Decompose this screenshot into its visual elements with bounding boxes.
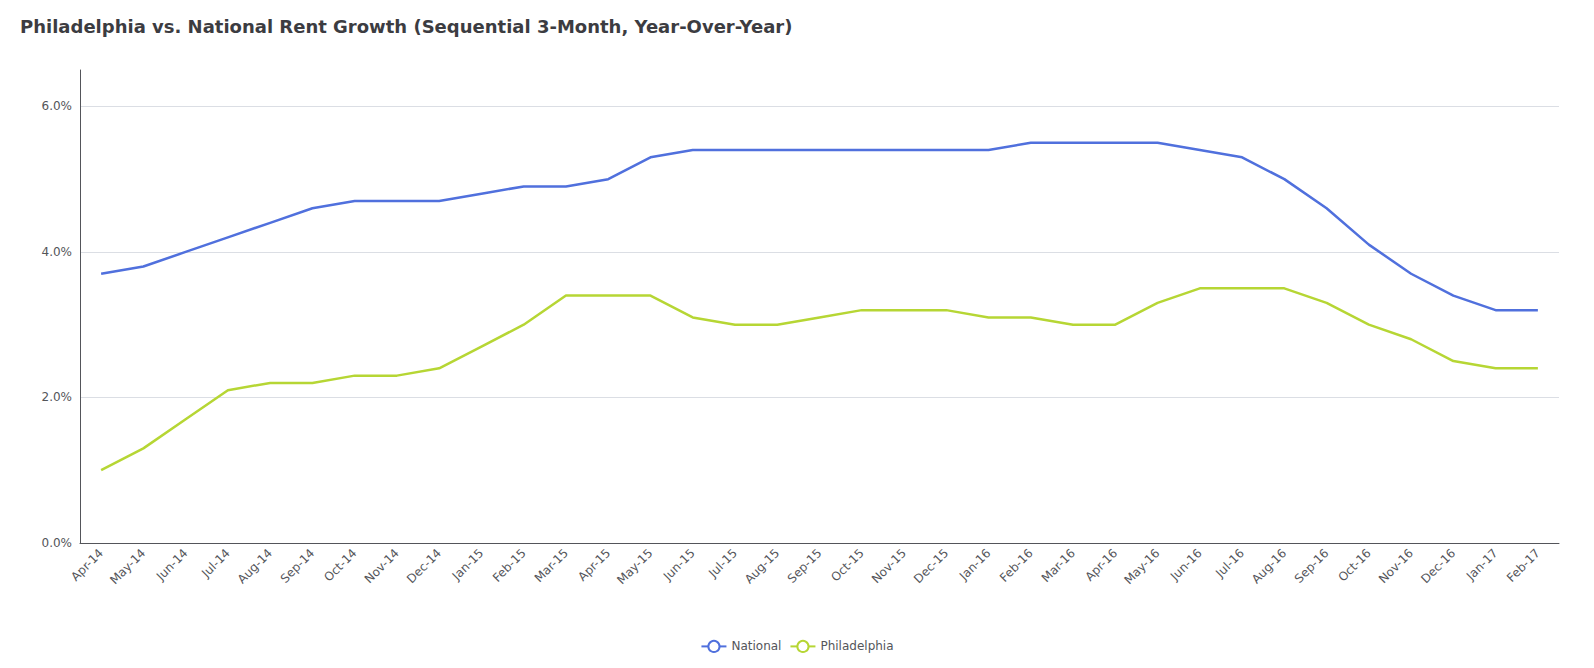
svg-text:Jul-16: Jul-16 (1212, 546, 1247, 581)
svg-text:Sep-15: Sep-15 (785, 546, 825, 586)
svg-text:Oct-15: Oct-15 (828, 546, 866, 584)
svg-text:Feb-15: Feb-15 (490, 546, 529, 585)
svg-text:Aug-14: Aug-14 (235, 546, 275, 586)
svg-text:Aug-16: Aug-16 (1249, 546, 1289, 586)
svg-text:May-16: May-16 (1121, 546, 1162, 587)
svg-text:National: National (731, 639, 781, 653)
svg-text:Jan-17: Jan-17 (1463, 546, 1501, 584)
svg-text:May-15: May-15 (614, 546, 655, 587)
svg-text:Feb-16: Feb-16 (997, 546, 1036, 585)
svg-text:Nov-16: Nov-16 (1376, 546, 1416, 586)
svg-text:Mar-16: Mar-16 (1039, 546, 1078, 585)
svg-text:Dec-14: Dec-14 (404, 546, 444, 586)
svg-text:Feb-17: Feb-17 (1504, 546, 1543, 585)
svg-text:Nov-14: Nov-14 (362, 546, 402, 586)
svg-text:Sep-16: Sep-16 (1292, 546, 1332, 586)
svg-text:Dec-15: Dec-15 (911, 546, 951, 586)
svg-text:Apr-16: Apr-16 (1082, 546, 1120, 584)
svg-text:May-14: May-14 (107, 546, 148, 587)
svg-text:Oct-14: Oct-14 (321, 546, 359, 584)
svg-text:Apr-15: Apr-15 (575, 546, 613, 584)
svg-text:Jun-15: Jun-15 (660, 546, 698, 584)
svg-text:Dec-16: Dec-16 (1418, 546, 1458, 586)
svg-text:Nov-15: Nov-15 (869, 546, 909, 586)
svg-text:Jun-14: Jun-14 (153, 546, 191, 584)
svg-text:Jan-15: Jan-15 (449, 546, 487, 584)
svg-text:Oct-16: Oct-16 (1335, 546, 1373, 584)
svg-text:Jul-14: Jul-14 (198, 546, 233, 581)
svg-text:Jul-15: Jul-15 (705, 546, 740, 581)
svg-text:0.0%: 0.0% (42, 536, 73, 550)
svg-text:Aug-15: Aug-15 (742, 546, 782, 586)
svg-text:Mar-15: Mar-15 (532, 546, 571, 585)
svg-text:6.0%: 6.0% (42, 99, 73, 113)
svg-text:Apr-14: Apr-14 (68, 546, 106, 584)
svg-text:Jan-16: Jan-16 (956, 546, 994, 584)
svg-text:Philadelphia: Philadelphia (820, 639, 893, 653)
svg-text:Philadelphia vs. National Rent: Philadelphia vs. National Rent Growth (S… (20, 16, 792, 37)
svg-text:4.0%: 4.0% (42, 245, 73, 259)
svg-text:2.0%: 2.0% (42, 390, 73, 404)
svg-text:Sep-14: Sep-14 (278, 546, 318, 586)
svg-text:Jun-16: Jun-16 (1167, 546, 1205, 584)
